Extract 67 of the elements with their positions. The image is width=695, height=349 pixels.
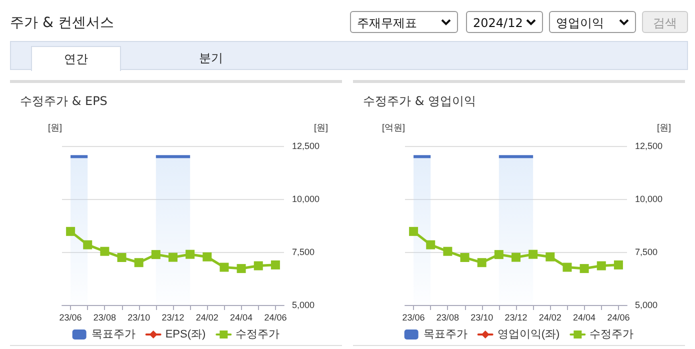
point <box>100 246 110 256</box>
point <box>512 252 520 262</box>
x-tick-label: 24/06 <box>607 312 630 322</box>
y2-tick-label: 12,500 <box>635 141 663 151</box>
point <box>83 240 92 250</box>
x-tick-label: 23/12 <box>162 312 184 322</box>
legend-label: 목표주가 <box>423 328 468 340</box>
chart-title: 수정주가 & EPS <box>20 93 108 110</box>
point <box>580 264 589 274</box>
text: 분기 <box>198 50 224 67</box>
point <box>236 264 246 274</box>
point <box>596 261 606 270</box>
x-tick-label: 23/06 <box>59 312 82 322</box>
legend-label: 영업이익(좌) <box>497 328 560 340</box>
point <box>186 250 195 259</box>
x-tick-label: 23/10 <box>470 312 494 322</box>
legend-label: EPS(좌) <box>165 328 206 340</box>
point <box>494 250 504 260</box>
dropdown-field: 주재무제표 <box>350 11 458 33</box>
point <box>546 252 555 262</box>
point <box>220 262 229 272</box>
point <box>134 258 144 268</box>
legend-label: 수정주가 <box>590 328 634 340</box>
legend-label: 목표주가 <box>91 328 136 340</box>
point <box>117 253 126 262</box>
x-tick-label: 24/02 <box>538 312 562 322</box>
x-tick-label: 23/06 <box>402 312 425 322</box>
point <box>426 240 436 250</box>
y2-axis-title: [원] <box>314 122 328 132</box>
point <box>443 246 452 256</box>
dropdown-field: 2024/12 <box>466 11 543 33</box>
y2-tick-label: 10,000 <box>292 194 320 204</box>
dropdown-field: 영업이익 <box>549 11 636 33</box>
point <box>254 261 263 270</box>
x-tick-label: 23/12 <box>504 312 528 322</box>
x-tick-label: 24/04 <box>573 312 596 322</box>
point <box>614 260 623 270</box>
text: 검색 <box>642 11 688 33</box>
legend-label: 수정주가 <box>236 328 280 340</box>
point <box>202 252 212 262</box>
point <box>66 226 76 236</box>
y2-tick-label: 5,000 <box>635 300 658 310</box>
text: 주가 & 컨센서스 <box>10 14 114 32</box>
point <box>477 258 486 268</box>
x-tick-label: 24/06 <box>264 312 287 322</box>
point <box>151 250 160 260</box>
y2-tick-label: 7,500 <box>292 247 315 257</box>
x-tick-label: 23/10 <box>128 312 150 322</box>
y-axis-title: [원] <box>48 122 62 132</box>
point <box>562 262 572 272</box>
point <box>168 252 178 262</box>
y2-tick-label: 10,000 <box>635 194 663 204</box>
x-tick-label: 23/08 <box>93 312 116 322</box>
text: 연간 <box>31 46 121 71</box>
point <box>528 250 538 259</box>
y2-tick-label: 7,500 <box>635 247 658 257</box>
x-tick-label: 23/08 <box>436 312 459 322</box>
y2-tick-label: 12,500 <box>292 141 320 151</box>
y2-axis-title: [원] <box>657 122 672 132</box>
point <box>270 260 280 270</box>
y-axis-title: [억원] <box>382 122 405 132</box>
y2-tick-label: 5,000 <box>292 300 315 310</box>
point <box>460 253 470 262</box>
chart-title: 수정주가 & 영업이익 <box>363 93 476 110</box>
x-tick-label: 24/02 <box>196 312 218 322</box>
x-tick-label: 24/04 <box>230 312 253 322</box>
point <box>409 226 418 236</box>
